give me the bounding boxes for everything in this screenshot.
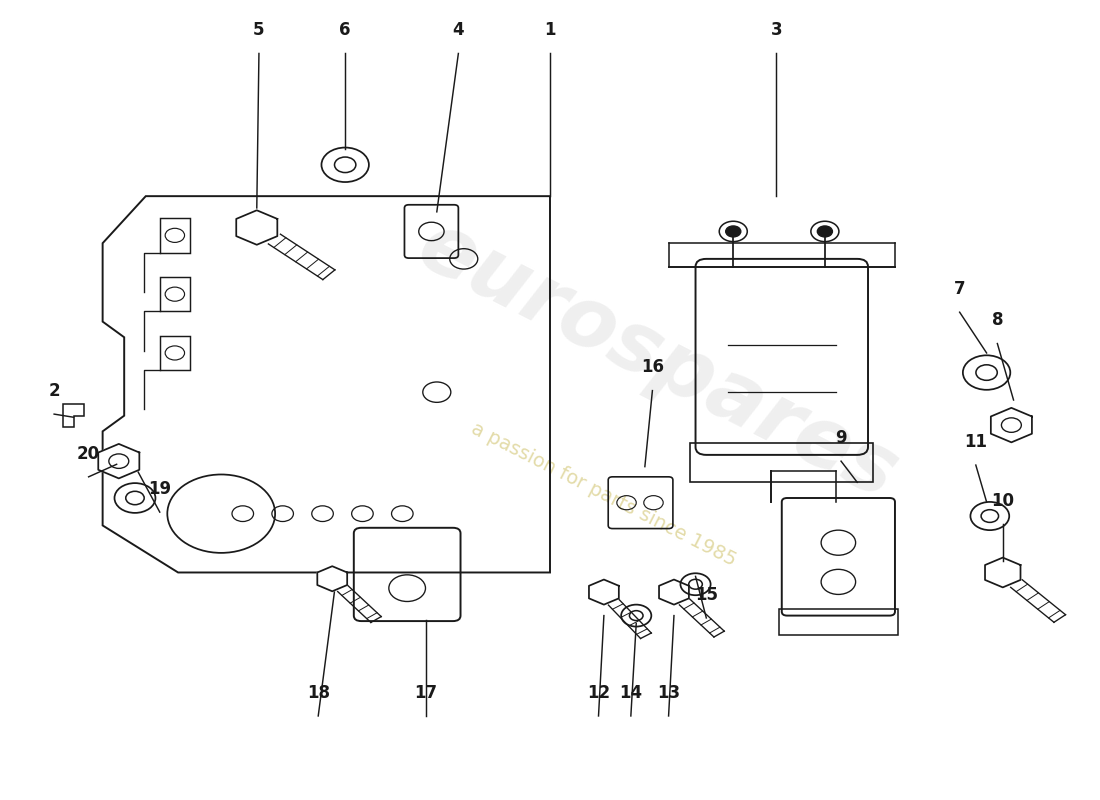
Text: 8: 8 — [991, 311, 1003, 330]
Text: 16: 16 — [641, 358, 664, 377]
Text: 13: 13 — [657, 684, 680, 702]
Text: 5: 5 — [253, 22, 265, 39]
Polygon shape — [98, 444, 140, 478]
Text: 3: 3 — [771, 22, 782, 39]
Text: 9: 9 — [835, 429, 847, 447]
Bar — [160, 336, 190, 370]
Bar — [779, 610, 899, 635]
Text: 7: 7 — [954, 280, 966, 298]
Bar — [160, 277, 190, 311]
Polygon shape — [659, 579, 689, 605]
Circle shape — [817, 226, 833, 237]
Circle shape — [726, 226, 740, 237]
Text: 19: 19 — [148, 480, 172, 498]
Text: 6: 6 — [340, 22, 351, 39]
Text: a passion for parts since 1985: a passion for parts since 1985 — [469, 418, 739, 570]
Text: 14: 14 — [619, 684, 642, 702]
Text: 4: 4 — [452, 22, 464, 39]
Text: 15: 15 — [695, 586, 718, 604]
Text: 12: 12 — [587, 684, 610, 702]
Polygon shape — [984, 558, 1021, 587]
Text: eurospares: eurospares — [405, 205, 911, 517]
Polygon shape — [588, 579, 619, 605]
Polygon shape — [991, 408, 1032, 442]
Text: 1: 1 — [544, 22, 556, 39]
Text: 20: 20 — [77, 445, 100, 462]
Text: 10: 10 — [991, 492, 1014, 510]
Polygon shape — [236, 210, 277, 245]
Bar — [690, 443, 873, 482]
Text: 2: 2 — [48, 382, 59, 400]
Text: 11: 11 — [965, 433, 988, 451]
Bar — [160, 218, 190, 253]
Text: 18: 18 — [307, 684, 330, 702]
Polygon shape — [317, 566, 348, 591]
Text: 17: 17 — [415, 684, 438, 702]
